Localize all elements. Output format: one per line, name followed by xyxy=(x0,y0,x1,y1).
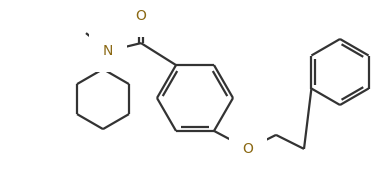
Text: O: O xyxy=(242,142,253,156)
Text: O: O xyxy=(135,9,146,23)
Text: N: N xyxy=(103,44,113,58)
